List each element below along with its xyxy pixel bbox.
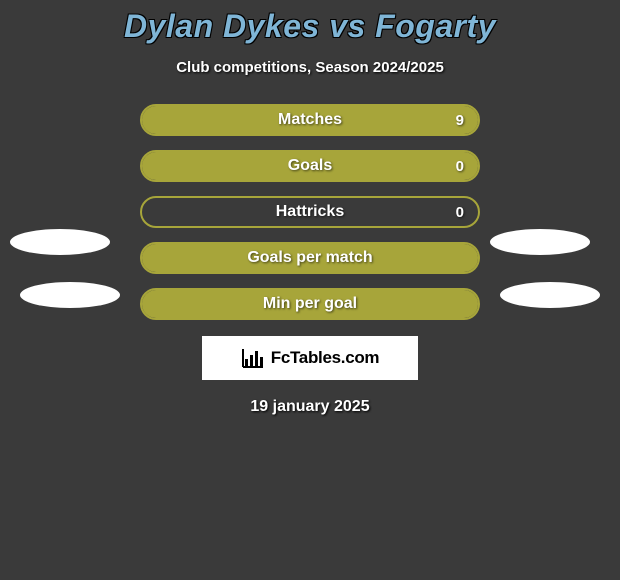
decorative-ellipse [20,282,120,308]
stat-right-value: 0 [456,204,464,221]
decorative-ellipse [10,229,110,255]
page-subtitle: Club competitions, Season 2024/2025 [176,59,444,76]
stat-row-hattricks: Hattricks 0 [140,196,480,228]
page-title: Dylan Dykes vs Fogarty [124,8,496,45]
stat-right-value: 9 [456,112,464,129]
decorative-ellipse [490,229,590,255]
stat-label: Min per goal [263,295,357,313]
snapshot-date: 19 january 2025 [250,398,369,416]
stat-row-goals-per-match: Goals per match [140,242,480,274]
bar-chart-icon [241,347,265,369]
stat-label: Matches [278,111,342,129]
fctables-logo[interactable]: FcTables.com [202,336,418,380]
stat-row-matches: Matches 9 [140,104,480,136]
stat-row-goals: Goals 0 [140,150,480,182]
stat-label: Goals [288,157,332,175]
stat-label: Goals per match [247,249,372,267]
stat-label: Hattricks [276,203,344,221]
decorative-ellipse [500,282,600,308]
stat-row-min-per-goal: Min per goal [140,288,480,320]
stat-right-value: 0 [456,158,464,175]
logo-text: FcTables.com [271,348,380,368]
stats-area: Matches 9 Goals 0 Hattricks 0 Goals per … [0,104,620,320]
comparison-card: Dylan Dykes vs Fogarty Club competitions… [0,0,620,416]
